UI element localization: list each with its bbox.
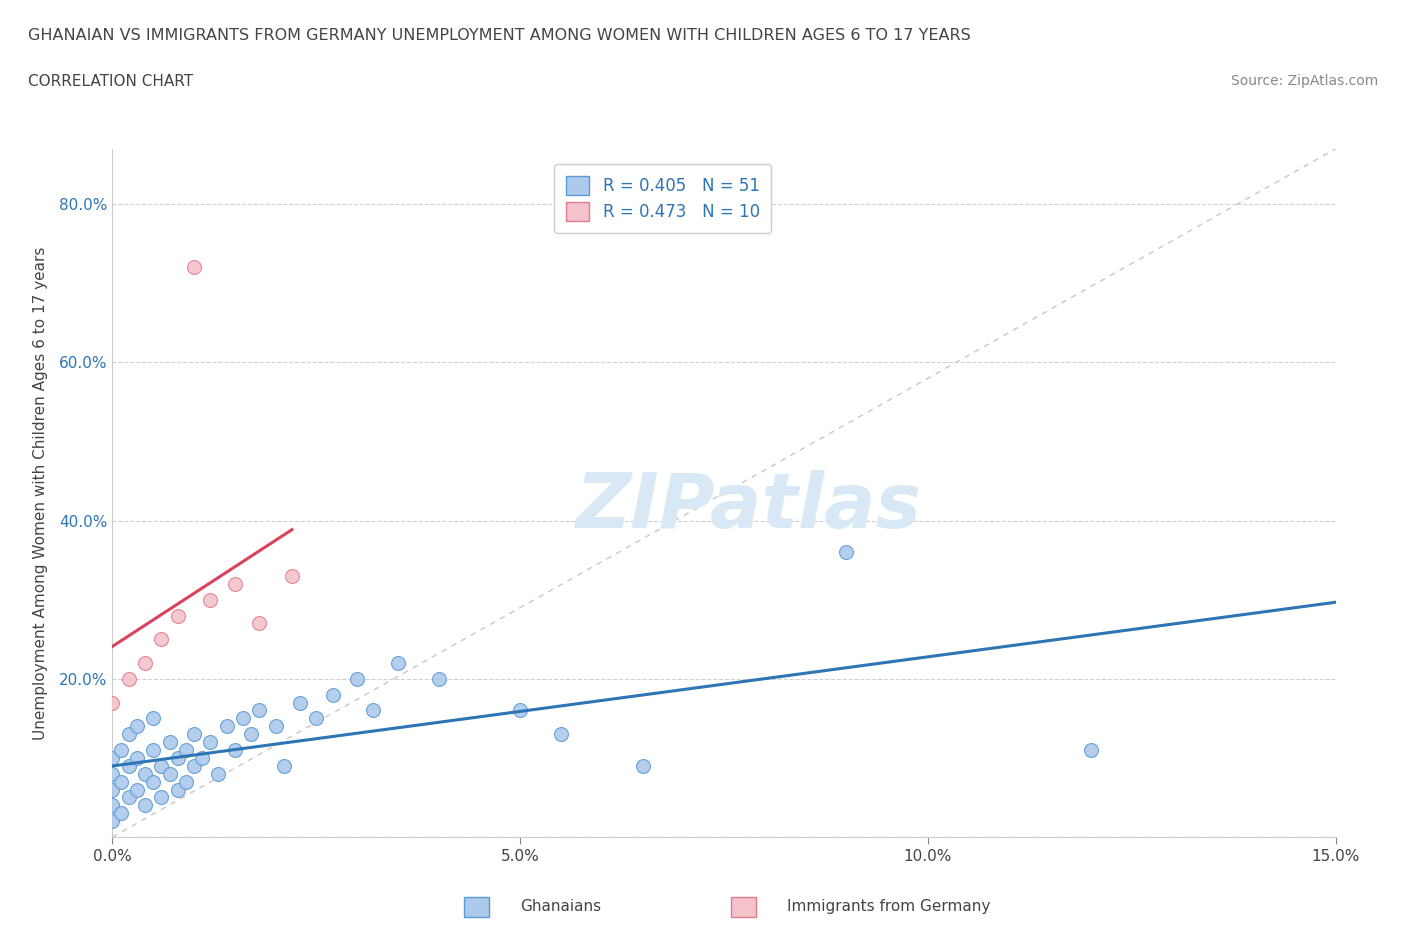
Point <box>207 766 229 781</box>
Point <box>159 735 181 750</box>
Point <box>346 671 368 686</box>
Point <box>101 782 124 797</box>
Point <box>150 790 173 804</box>
Point <box>142 742 165 757</box>
Text: Immigrants from Germany: Immigrants from Germany <box>787 899 991 914</box>
Point <box>363 703 385 718</box>
Point <box>835 545 858 560</box>
Point <box>166 608 188 623</box>
Point <box>110 742 132 757</box>
Point <box>174 742 197 757</box>
Point <box>232 711 254 725</box>
Point <box>166 782 188 797</box>
Point <box>215 719 238 734</box>
Point <box>200 592 222 607</box>
Point <box>118 726 141 741</box>
Point <box>166 751 188 765</box>
Text: CORRELATION CHART: CORRELATION CHART <box>28 74 193 89</box>
Text: Ghanaians: Ghanaians <box>520 899 602 914</box>
Point <box>288 695 311 710</box>
Point <box>224 742 246 757</box>
Point <box>101 751 124 765</box>
Legend: R = 0.405   N = 51, R = 0.473   N = 10: R = 0.405 N = 51, R = 0.473 N = 10 <box>554 164 772 232</box>
Point <box>110 805 132 820</box>
Point <box>142 711 165 725</box>
Point <box>631 758 654 773</box>
Point <box>1080 742 1102 757</box>
Text: ZIPatlas: ZIPatlas <box>575 470 921 544</box>
Text: Source: ZipAtlas.com: Source: ZipAtlas.com <box>1230 74 1378 88</box>
Point <box>273 758 295 773</box>
Point <box>509 703 531 718</box>
Point <box>200 735 222 750</box>
Point <box>550 726 572 741</box>
Point <box>125 782 148 797</box>
Point <box>150 758 173 773</box>
Text: GHANAIAN VS IMMIGRANTS FROM GERMANY UNEMPLOYMENT AMONG WOMEN WITH CHILDREN AGES : GHANAIAN VS IMMIGRANTS FROM GERMANY UNEM… <box>28 28 972 43</box>
Point <box>101 695 124 710</box>
Point <box>134 798 156 813</box>
Point <box>118 790 141 804</box>
Point <box>264 719 287 734</box>
Point <box>427 671 450 686</box>
Point <box>305 711 328 725</box>
Point <box>183 726 205 741</box>
Point <box>174 774 197 789</box>
Y-axis label: Unemployment Among Women with Children Ages 6 to 17 years: Unemployment Among Women with Children A… <box>32 246 48 739</box>
Point <box>118 671 141 686</box>
Point <box>183 758 205 773</box>
Point <box>322 687 344 702</box>
Point <box>224 577 246 591</box>
Point <box>159 766 181 781</box>
Point <box>150 631 173 646</box>
Point <box>387 656 409 671</box>
Point <box>183 260 205 275</box>
Point <box>101 766 124 781</box>
Point <box>125 751 148 765</box>
Point <box>247 703 270 718</box>
Point <box>281 568 304 583</box>
Point <box>118 758 141 773</box>
Point <box>101 798 124 813</box>
Point <box>247 616 270 631</box>
Point <box>101 814 124 829</box>
Point <box>110 774 132 789</box>
Point <box>142 774 165 789</box>
Point <box>191 751 214 765</box>
Point <box>134 656 156 671</box>
Point <box>134 766 156 781</box>
Point <box>240 726 263 741</box>
Point <box>125 719 148 734</box>
